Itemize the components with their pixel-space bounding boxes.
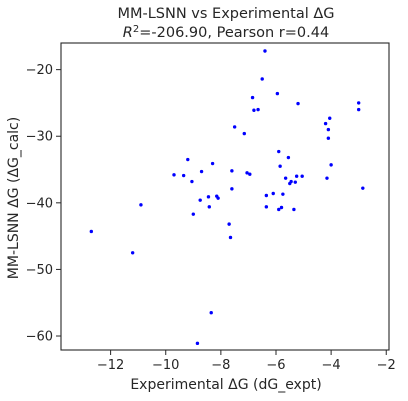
data-point (328, 116, 332, 120)
data-point (275, 91, 280, 96)
data-point (232, 125, 237, 129)
data-point (195, 341, 200, 346)
data-point (227, 222, 231, 226)
x-tick-label: −8 (211, 358, 230, 373)
data-point (326, 127, 331, 132)
data-point (245, 171, 249, 175)
data-point (191, 212, 196, 216)
data-point (279, 205, 284, 210)
data-point (277, 207, 281, 212)
data-point (139, 203, 143, 207)
data-point (289, 179, 293, 184)
data-point (230, 169, 234, 173)
data-point (89, 229, 94, 234)
data-point (296, 101, 300, 106)
chart-title: MM-LSNN vs Experimental ΔG (117, 6, 334, 22)
data-point (300, 174, 304, 178)
data-point (260, 77, 264, 81)
data-point (263, 49, 267, 53)
data-point (256, 107, 260, 112)
data-point (271, 191, 275, 196)
data-point (264, 205, 269, 209)
x-tick-label: −2 (377, 358, 396, 373)
data-point (294, 174, 299, 178)
data-point (242, 131, 246, 136)
r2-symbol: R (123, 25, 133, 41)
data-point (277, 149, 281, 154)
data-point (325, 176, 329, 180)
data-point (293, 180, 297, 184)
x-axis-label: Experimental ΔG (dG_expt) (130, 377, 321, 393)
data-point (210, 161, 215, 166)
data-point (228, 235, 233, 240)
data-point (190, 179, 194, 184)
data-point (207, 205, 211, 209)
data-point (326, 136, 331, 140)
data-point (264, 193, 269, 198)
x-tick-label: −4 (322, 358, 341, 373)
data-point (216, 196, 220, 200)
plot-area-frame (60, 42, 390, 351)
data-point (248, 172, 252, 176)
y-tick-label: −30 (26, 130, 53, 145)
r2-superscript: 2 (133, 24, 139, 35)
points-layer (89, 49, 365, 346)
data-point (329, 163, 333, 167)
data-point (250, 95, 255, 100)
y-tick-label: −40 (26, 196, 53, 211)
x-tick-label: −10 (152, 358, 179, 373)
data-point (130, 251, 135, 255)
data-point (198, 198, 202, 202)
data-point (181, 173, 186, 178)
x-tick-label: −6 (266, 358, 285, 373)
y-tick-label: −20 (26, 63, 53, 78)
data-point (172, 173, 176, 177)
data-point (281, 192, 285, 196)
data-point (361, 186, 365, 190)
y-axis-label: MM-LSNN ΔG (ΔG_calc) (6, 117, 22, 279)
data-point (356, 101, 361, 105)
data-point (206, 195, 211, 199)
data-point (292, 207, 296, 212)
y-tick-label: −50 (26, 263, 53, 278)
data-point (278, 164, 282, 168)
data-point (252, 108, 256, 112)
data-point (323, 121, 328, 126)
x-tick-label: −12 (97, 358, 124, 373)
y-tick-label: −60 (26, 330, 53, 345)
data-point (356, 107, 361, 112)
data-point (230, 187, 234, 191)
r2-value-text: =-206.90, Pearson r=0.44 (139, 25, 329, 41)
data-point (186, 157, 190, 162)
tick-layer: −12 −10 −8 −6 −4 −2 −60 −50 −40 −30 −20 (26, 63, 396, 373)
chart-subtitle: R2=-206.90, Pearson r=0.44 (123, 24, 329, 41)
data-point (286, 155, 291, 160)
data-point (283, 176, 288, 180)
data-point (199, 169, 204, 174)
data-point (209, 311, 213, 315)
